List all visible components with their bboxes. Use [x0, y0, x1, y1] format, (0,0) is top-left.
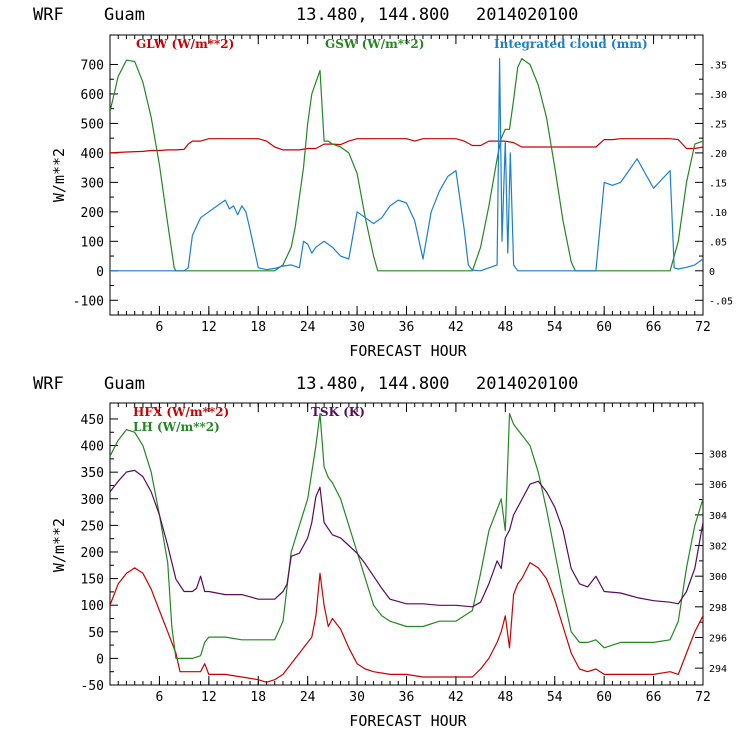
x-tick-label: 24	[300, 320, 316, 335]
y2-tick-label: 308	[709, 450, 727, 461]
panel2-model: WRF	[33, 374, 64, 394]
x-tick-label: 54	[547, 690, 563, 705]
legend-entry: Integrated cloud (mm)	[494, 37, 648, 51]
panel2-header: WRF Guam 13.480, 144.800 2014020100	[33, 374, 578, 394]
y-tick-label: 700	[81, 58, 104, 73]
x-tick-label: 36	[399, 690, 415, 705]
panel2-chart: 6 12 18 24 30 36 42 48 54 60 66 72 -50 0 50 100 150 200 25…	[81, 402, 727, 705]
x-tick-label: 42	[448, 690, 464, 705]
x-tick-label: 6	[156, 320, 164, 335]
legend-entry: TSK (K)	[311, 405, 365, 419]
x-tick-label: 36	[399, 320, 415, 335]
x-tick-label: 18	[250, 320, 266, 335]
y2-tick-label: .15	[709, 178, 727, 189]
y2-tick-label: 304	[709, 511, 727, 522]
panel1-model: WRF	[33, 5, 64, 25]
y-tick-label: 100	[81, 235, 104, 250]
y2-tick-label: .10	[709, 208, 727, 219]
y2-tick-label: .35	[709, 60, 727, 71]
plot-frame	[109, 402, 704, 686]
y-tick-label: 600	[81, 88, 104, 103]
panel1-xlabel: FORECAST HOUR	[349, 342, 467, 360]
panel1-init: 2014020100	[476, 5, 578, 25]
y2-tick-label: 298	[709, 603, 727, 614]
y2-tick-label: .05	[709, 237, 727, 248]
series-line-gsw	[110, 57, 703, 272]
y2-tick-label: .20	[709, 149, 727, 160]
x-tick-label: 12	[201, 690, 217, 705]
x-tick-label: 18	[250, 690, 266, 705]
y-tick-label: 400	[81, 440, 104, 455]
series-line-glw	[110, 138, 703, 154]
series-line-tsk	[110, 469, 703, 608]
y-tick-label: 300	[81, 176, 104, 191]
y-tick-label: 50	[88, 626, 104, 641]
x-tick-label: 30	[349, 690, 365, 705]
y-tick-label: 250	[81, 519, 104, 534]
y-tick-label: 200	[81, 546, 104, 561]
x-tick-label: 72	[695, 320, 711, 335]
panel2-ylabel: W/m**2	[50, 518, 68, 572]
y-tick-label: 0	[96, 652, 104, 667]
y-tick-label: 400	[81, 147, 104, 162]
y2-tick-label: 296	[709, 633, 727, 644]
y-tick-label: 200	[81, 206, 104, 221]
y-tick-label: -50	[81, 679, 104, 694]
panel1-header: WRF Guam 13.480, 144.800 2014020100	[33, 5, 578, 25]
x-tick-label: 60	[596, 690, 612, 705]
legend-entry: GLW (W/m**2)	[136, 37, 234, 51]
series-line-integrated-cloud	[110, 57, 703, 272]
y-tick-label: 450	[81, 413, 104, 428]
panel2-xlabel: FORECAST HOUR	[349, 712, 467, 730]
panel2-coords: 13.480, 144.800	[296, 374, 450, 394]
y-tick-label: 0	[96, 265, 104, 280]
x-tick-label: 60	[596, 320, 612, 335]
x-tick-label: 54	[547, 320, 563, 335]
panel1-chart: 6 12 18 24 30 36 42 48 54 60 66 72 -100 0 100 200 300 400…	[73, 34, 733, 335]
y-tick-label: 150	[81, 573, 104, 588]
series-line-lh	[110, 413, 703, 660]
y-tick-label: 500	[81, 117, 104, 132]
panel1-ylabel: W/m**2	[50, 148, 68, 202]
x-tick-label: 66	[646, 320, 662, 335]
panel2-init: 2014020100	[476, 374, 578, 394]
y2-tick-label: -.05	[709, 296, 733, 307]
y-tick-label: 100	[81, 599, 104, 614]
x-tick-label: 42	[448, 320, 464, 335]
y2-tick-label: 0	[709, 267, 715, 278]
y2-tick-label: 300	[709, 572, 727, 583]
x-tick-label: 66	[646, 690, 662, 705]
panel1-site: Guam	[104, 5, 145, 25]
y2-tick-label: 302	[709, 542, 727, 553]
y2-tick-label: .25	[709, 119, 727, 130]
plot-frame	[109, 34, 704, 316]
panel2-site: Guam	[104, 374, 145, 394]
y2-tick-label: .30	[709, 90, 727, 101]
y-tick-label: 300	[81, 493, 104, 508]
x-tick-label: 48	[498, 690, 514, 705]
legend-entry: GSW (W/m**2)	[325, 37, 424, 51]
y-tick-label: 350	[81, 466, 104, 481]
series-line-hfx	[110, 561, 703, 683]
x-tick-label: 12	[201, 320, 217, 335]
x-tick-label: 6	[156, 690, 164, 705]
y-tick-label: -100	[73, 294, 104, 309]
x-tick-label: 30	[349, 320, 365, 335]
y2-tick-label: 294	[709, 664, 727, 675]
x-tick-label: 24	[300, 690, 316, 705]
panel1-coords: 13.480, 144.800	[296, 5, 450, 25]
x-tick-label: 48	[498, 320, 514, 335]
legend-entry: HFX (W/m**2)	[133, 405, 229, 419]
legend-entry: LH (W/m**2)	[133, 420, 220, 434]
y2-tick-label: 306	[709, 480, 727, 491]
x-tick-label: 72	[695, 690, 711, 705]
